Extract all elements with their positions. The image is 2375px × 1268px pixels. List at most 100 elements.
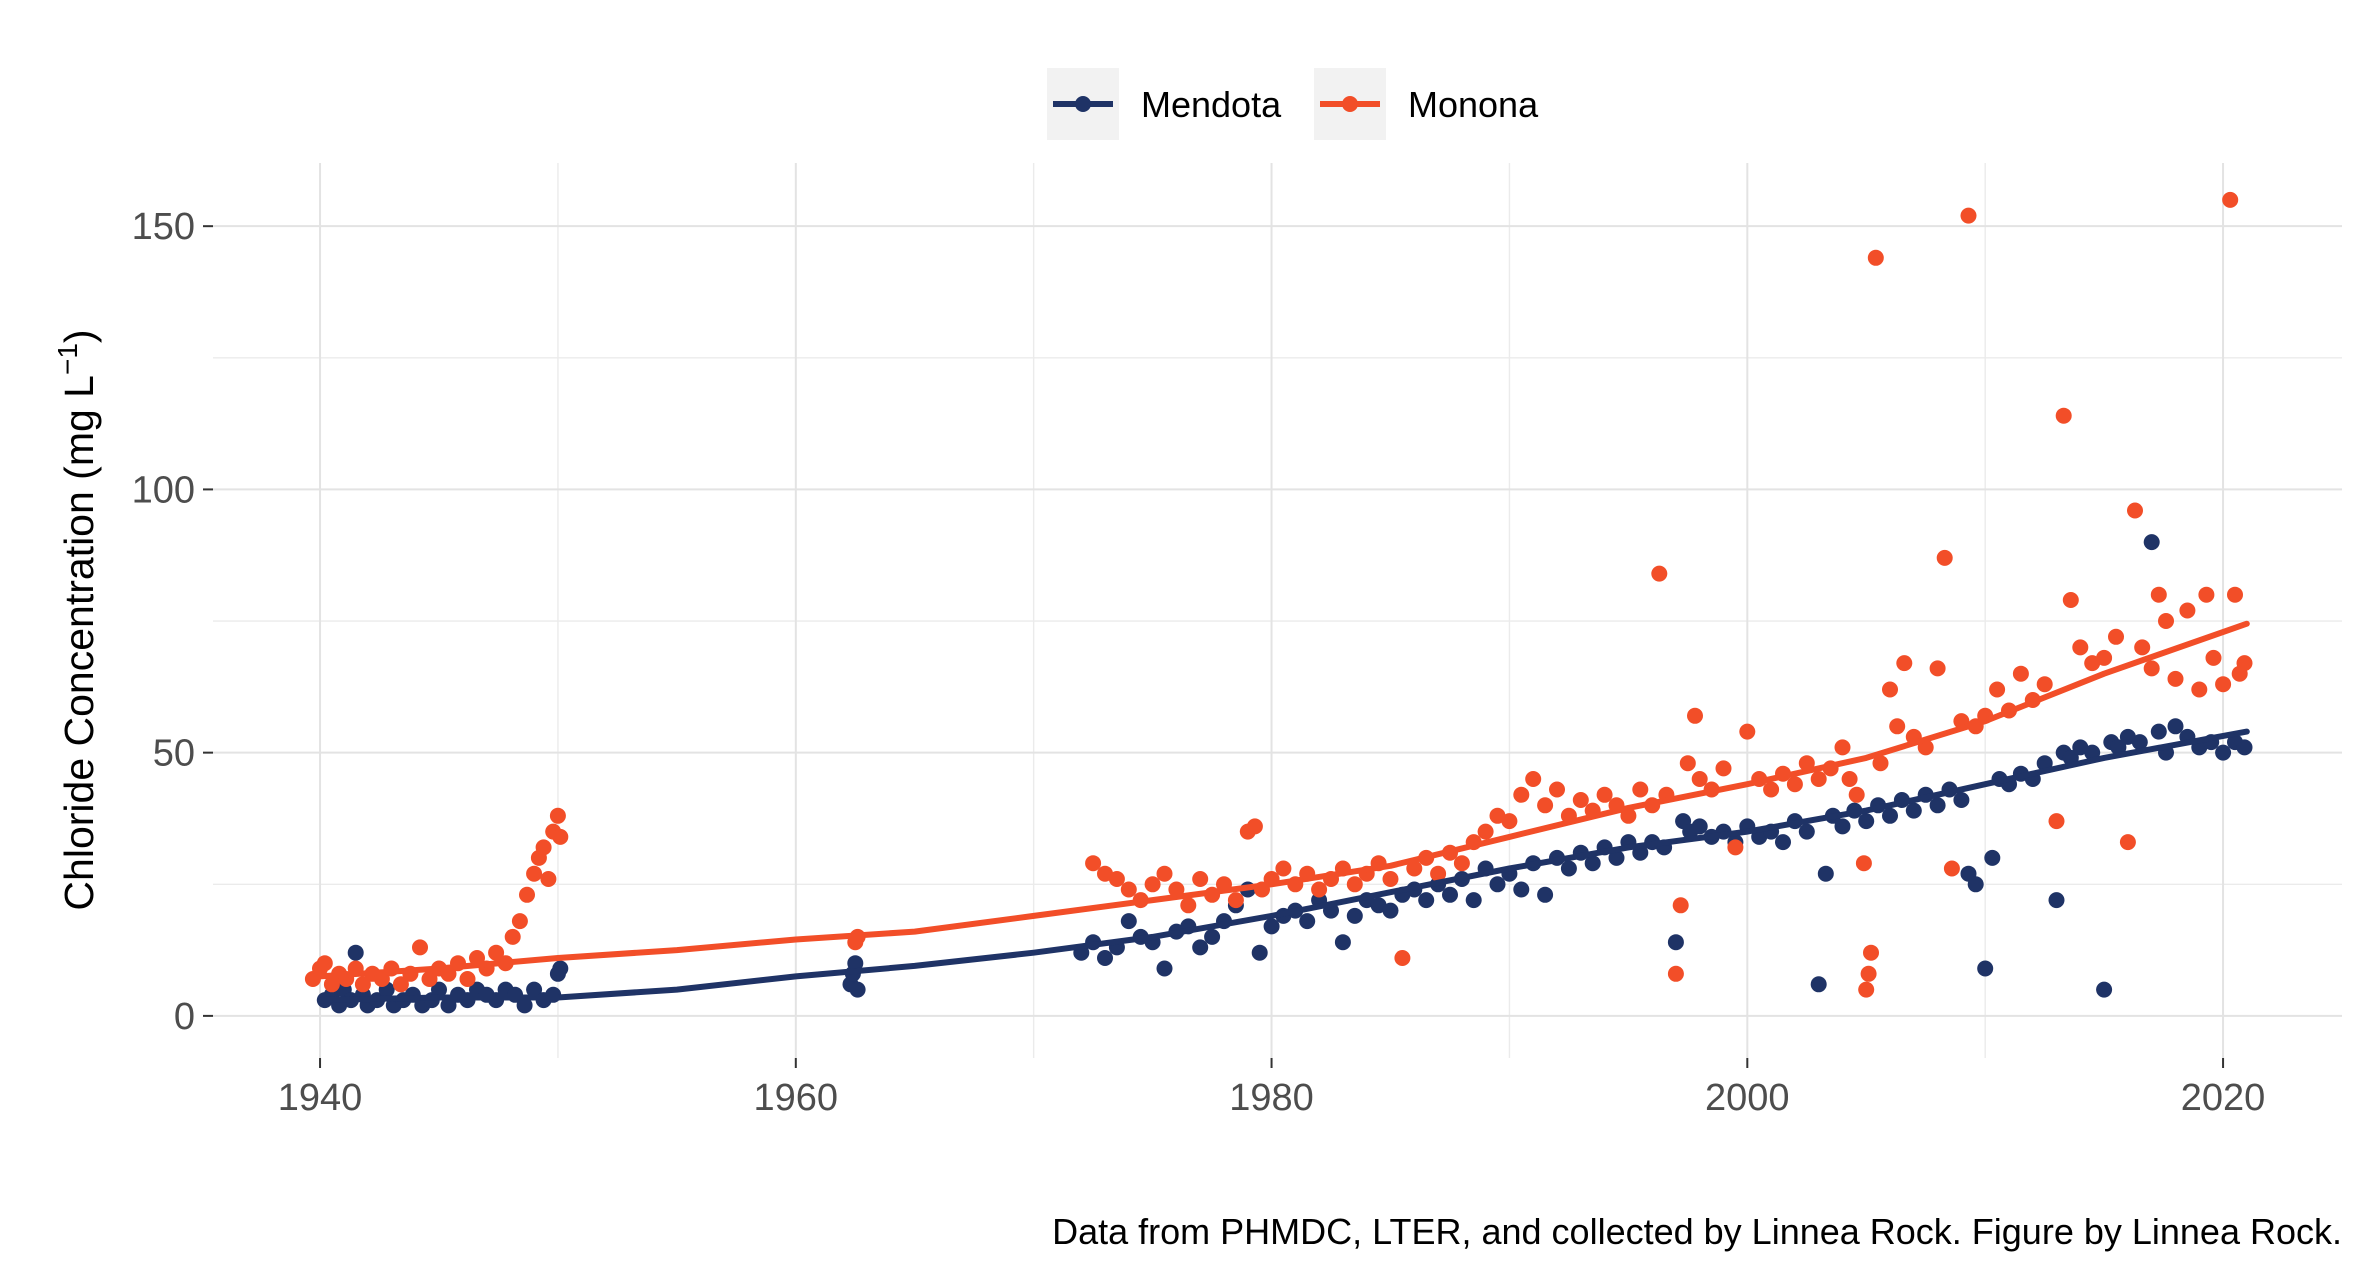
data-point bbox=[1810, 771, 1827, 787]
grid-major bbox=[213, 163, 2342, 1058]
data-point bbox=[1960, 207, 1977, 224]
data-point bbox=[2143, 534, 2160, 551]
legend-label-monona: Monona bbox=[1408, 84, 1539, 125]
data-point bbox=[1346, 907, 1363, 924]
data-point bbox=[2127, 502, 2143, 519]
data-point bbox=[1108, 871, 1125, 887]
trend-line-mendota bbox=[317, 728, 2250, 1004]
data-point bbox=[1872, 755, 1889, 772]
y-tick-label: 50 bbox=[153, 733, 195, 775]
data-point bbox=[1679, 755, 1696, 772]
data-point bbox=[488, 944, 505, 961]
data-point bbox=[1097, 865, 1113, 882]
data-point bbox=[1596, 786, 1613, 803]
data-point bbox=[1727, 839, 1744, 856]
data-point bbox=[1817, 865, 1834, 882]
data-point bbox=[1346, 876, 1363, 893]
data-point bbox=[2205, 649, 2222, 666]
data-point bbox=[1863, 944, 1879, 961]
data-point bbox=[2072, 639, 2089, 656]
series-points-mendota bbox=[316, 534, 2253, 1014]
data-point bbox=[2108, 628, 2124, 645]
data-point bbox=[1430, 865, 1447, 882]
data-point bbox=[1672, 897, 1689, 914]
data-point bbox=[1929, 660, 1946, 677]
data-point bbox=[2096, 981, 2113, 998]
data-point bbox=[392, 976, 409, 993]
data-point bbox=[1489, 876, 1506, 893]
data-point bbox=[1667, 965, 1684, 982]
data-point bbox=[526, 865, 543, 882]
data-point bbox=[1858, 981, 1875, 998]
data-point bbox=[1299, 913, 1316, 930]
data-point bbox=[1144, 876, 1161, 893]
data-point bbox=[1525, 771, 1542, 787]
data-point bbox=[459, 971, 476, 987]
data-point bbox=[1989, 681, 2006, 698]
data-point bbox=[1489, 807, 1506, 824]
data-point bbox=[1156, 865, 1173, 882]
data-point bbox=[1632, 781, 1649, 798]
data-point bbox=[2236, 655, 2253, 672]
legend: Mendota Monona bbox=[1047, 68, 1539, 140]
data-point bbox=[2048, 892, 2065, 909]
data-point bbox=[552, 960, 569, 977]
data-point bbox=[1855, 855, 1872, 872]
data-point bbox=[2110, 739, 2127, 756]
data-point bbox=[1953, 792, 1970, 808]
data-point bbox=[2119, 834, 2136, 851]
data-point bbox=[1667, 934, 1684, 951]
data-point bbox=[552, 828, 569, 845]
data-point bbox=[1786, 776, 1803, 793]
x-tick-label: 1980 bbox=[1229, 1077, 1314, 1119]
data-point bbox=[316, 955, 333, 972]
x-tick-label: 2020 bbox=[2181, 1077, 2266, 1119]
data-point bbox=[1120, 881, 1137, 898]
data-point bbox=[1227, 892, 1244, 909]
data-point bbox=[1967, 876, 1984, 893]
data-point bbox=[1382, 871, 1399, 887]
y-axis: 0 50 100 150 bbox=[132, 206, 213, 1038]
data-point bbox=[1246, 818, 1263, 835]
series-points-monona bbox=[304, 191, 2253, 998]
data-point bbox=[1251, 944, 1268, 961]
data-point bbox=[2191, 681, 2208, 698]
legend-label-mendota: Mendota bbox=[1141, 84, 1282, 125]
data-point bbox=[2198, 586, 2215, 603]
data-point bbox=[1882, 681, 1898, 698]
data-point bbox=[1834, 739, 1851, 756]
data-point bbox=[1858, 813, 1875, 830]
data-point bbox=[516, 997, 533, 1014]
legend-marker-monona bbox=[1342, 96, 1358, 112]
data-point bbox=[1572, 792, 1589, 808]
data-point bbox=[1810, 976, 1827, 993]
data-point bbox=[2236, 739, 2253, 756]
data-point bbox=[1192, 871, 1209, 887]
data-point bbox=[2222, 191, 2239, 208]
y-tick-label: 150 bbox=[132, 206, 195, 248]
data-point bbox=[504, 928, 521, 945]
data-point bbox=[2215, 676, 2232, 693]
data-point bbox=[1180, 897, 1197, 914]
legend-marker-mendota bbox=[1075, 96, 1091, 112]
data-point bbox=[2134, 639, 2151, 656]
data-point bbox=[1763, 781, 1780, 798]
data-point bbox=[1192, 939, 1209, 956]
data-point bbox=[1715, 760, 1732, 777]
data-point bbox=[2131, 734, 2148, 751]
data-point bbox=[412, 939, 428, 956]
data-point bbox=[535, 839, 552, 856]
data-point bbox=[2096, 649, 2113, 666]
data-point bbox=[2150, 586, 2167, 603]
x-tick-label: 1940 bbox=[278, 1077, 363, 1119]
data-point bbox=[1867, 249, 1884, 266]
data-point bbox=[1905, 802, 1922, 819]
x-axis: 1940 1960 1980 2000 2020 bbox=[278, 1058, 2266, 1119]
data-point bbox=[1334, 934, 1351, 951]
data-point bbox=[2048, 813, 2065, 830]
data-point bbox=[1882, 807, 1898, 824]
data-point bbox=[1984, 849, 2001, 866]
data-point bbox=[847, 955, 864, 972]
caption: Data from PHMDC, LTER, and collected by … bbox=[1052, 1211, 2342, 1252]
